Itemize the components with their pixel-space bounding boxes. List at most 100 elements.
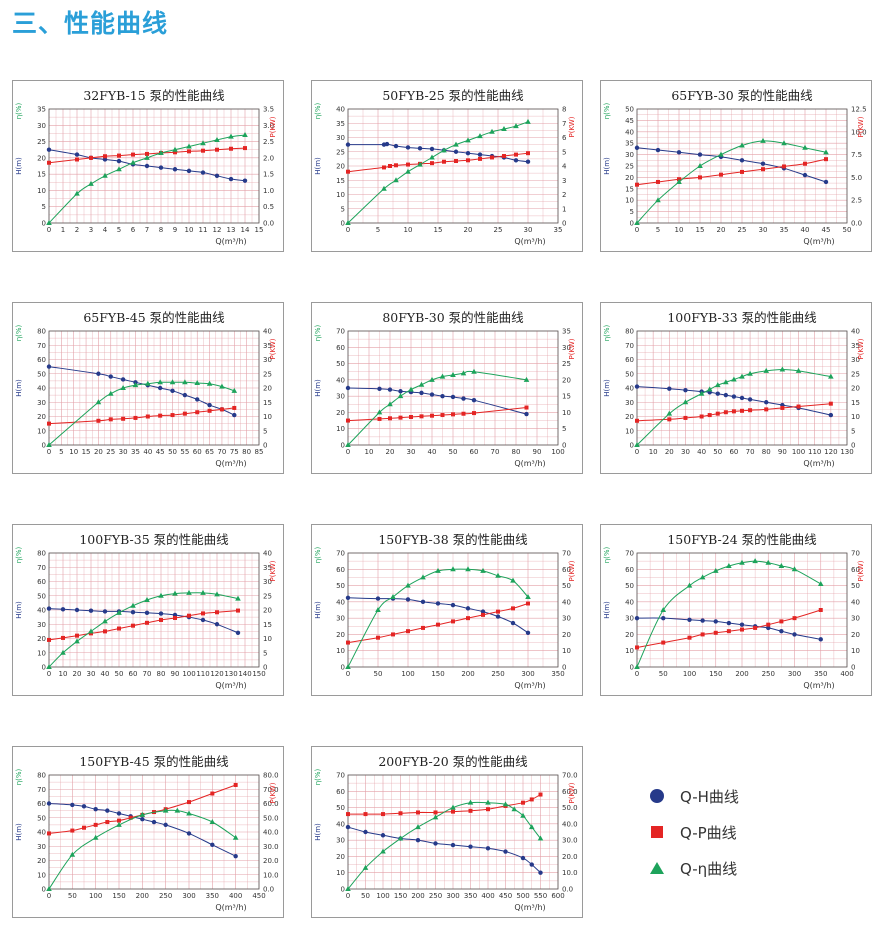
y-tick-label: 40: [336, 106, 345, 114]
data-point-circle: [158, 165, 164, 170]
data-point-triangle: [712, 567, 719, 573]
chart-panel: 32FYB-15 泵的性能曲线 0 1 2 3 4 5 6 7 8 9 10 11 12 13 14 15 Q(m…: [12, 80, 284, 252]
y2-tick-label: 0.0: [851, 220, 862, 228]
data-point-circle: [363, 829, 368, 835]
data-point-circle: [468, 844, 473, 849]
y-tick-label: 0: [341, 664, 345, 672]
x-tick-label: 6: [131, 226, 136, 234]
y-tick-label: 45: [625, 117, 634, 125]
data-point-triangle: [206, 380, 213, 386]
data-point-circle: [60, 607, 66, 612]
y2-tick-label: 60: [851, 566, 860, 574]
y-tick-label: 60: [37, 800, 46, 808]
series-qp: [346, 601, 530, 645]
y2-tick-label: 25: [263, 592, 272, 600]
data-point-square: [195, 410, 200, 415]
grid: [636, 552, 848, 668]
y2-tick-label: 30: [562, 344, 571, 352]
data-point-triangle: [747, 370, 753, 376]
data-point-square: [388, 164, 392, 168]
data-point-triangle: [495, 572, 501, 578]
data-point-circle: [779, 628, 784, 634]
data-point-square: [145, 151, 149, 156]
chart-title: 100FYB-33 泵的性能曲线: [667, 310, 817, 325]
chart-title: 100FYB-35 泵的性能曲线: [79, 532, 229, 547]
data-point-triangle: [120, 385, 126, 390]
x-tick-label: 5: [117, 226, 121, 234]
y2-tick-label: 0: [263, 664, 267, 672]
data-point-square: [478, 156, 482, 161]
x-tick-label: 200: [136, 892, 149, 900]
y-tick-label: 60: [37, 578, 46, 586]
data-point-square: [486, 807, 490, 812]
y-tick-label: 20: [336, 163, 345, 171]
data-point-square: [187, 149, 191, 154]
data-point-square: [232, 405, 237, 410]
data-point-square: [108, 417, 113, 422]
y-tick-label: 5: [42, 203, 46, 211]
y-tick-label: 15: [336, 177, 345, 185]
data-point-triangle: [660, 607, 667, 612]
data-point-circle: [465, 150, 471, 156]
y2-axis-label-power: P(KW): [857, 560, 865, 581]
data-point-triangle: [791, 566, 798, 572]
y-axis-label-efficiency: η(%): [603, 324, 611, 341]
data-point-circle: [375, 596, 381, 601]
x-tick-label: 50: [713, 448, 722, 456]
chart-panel: 100FYB-33 泵的性能曲线 0 10 20 30 40 50 60 70 80 90 100 11…: [600, 302, 872, 474]
data-point-square: [121, 416, 126, 421]
data-point-square: [96, 418, 101, 423]
x-tick-label: 25: [106, 448, 115, 456]
data-point-triangle: [435, 567, 441, 573]
data-point-circle: [417, 146, 423, 151]
data-point-square: [117, 626, 121, 631]
data-point-circle: [186, 168, 192, 174]
y-tick-label: 70: [336, 328, 345, 336]
x-tick-label: 15: [255, 226, 264, 234]
data-point-circle: [739, 622, 745, 627]
series-qp: [47, 405, 237, 426]
chart-panel: 150FYB-24 泵的性能曲线 0 50 100 150 200 250 300 350 400…: [600, 524, 872, 696]
data-point-triangle: [525, 593, 531, 599]
series-qeta: [46, 132, 248, 225]
y-tick-label: 30: [625, 151, 634, 159]
data-point-circle: [46, 801, 52, 806]
data-point-triangle: [699, 574, 706, 580]
y2-tick-label: 50: [851, 582, 860, 590]
y2-tick-label: 30.0: [562, 837, 578, 845]
x-tick-label: 100: [182, 670, 195, 678]
series-qh: [345, 385, 529, 417]
data-point-circle: [513, 158, 519, 163]
x-tick-label: 130: [840, 448, 853, 456]
data-point-circle: [415, 837, 421, 843]
data-point-square: [145, 414, 150, 419]
y2-tick-label: 5: [263, 649, 267, 657]
data-point-square: [201, 611, 205, 616]
plot-frame: [347, 108, 559, 224]
y-axis-label-efficiency: η(%): [15, 768, 23, 785]
data-point-triangle: [345, 442, 351, 447]
grid: [347, 774, 559, 890]
x-tick-label: 150: [709, 670, 722, 678]
data-point-square: [440, 413, 445, 418]
x-tick-label: 30: [759, 226, 768, 234]
x-tick-label: 50: [843, 226, 852, 234]
data-point-circle: [170, 388, 175, 394]
y2-tick-label: 12.5: [851, 106, 867, 114]
data-point-triangle: [60, 649, 66, 655]
y-axis-label-efficiency: η(%): [603, 102, 611, 119]
y2-tick-label: 5.0: [851, 174, 862, 182]
x-tick-label: 10: [365, 448, 374, 456]
data-point-triangle: [69, 851, 76, 857]
y2-tick-label: 20.0: [263, 857, 279, 865]
y-tick-label: 25: [336, 148, 345, 156]
data-point-triangle: [102, 172, 108, 178]
data-point-triangle: [116, 166, 122, 172]
y2-tick-label: 70: [851, 550, 860, 558]
y2-tick-label: 35: [263, 342, 272, 350]
x-tick-label: 20: [464, 226, 473, 234]
x-tick-label: 80: [512, 448, 521, 456]
y-tick-label: 10: [336, 191, 345, 199]
data-point-triangle: [116, 609, 122, 615]
